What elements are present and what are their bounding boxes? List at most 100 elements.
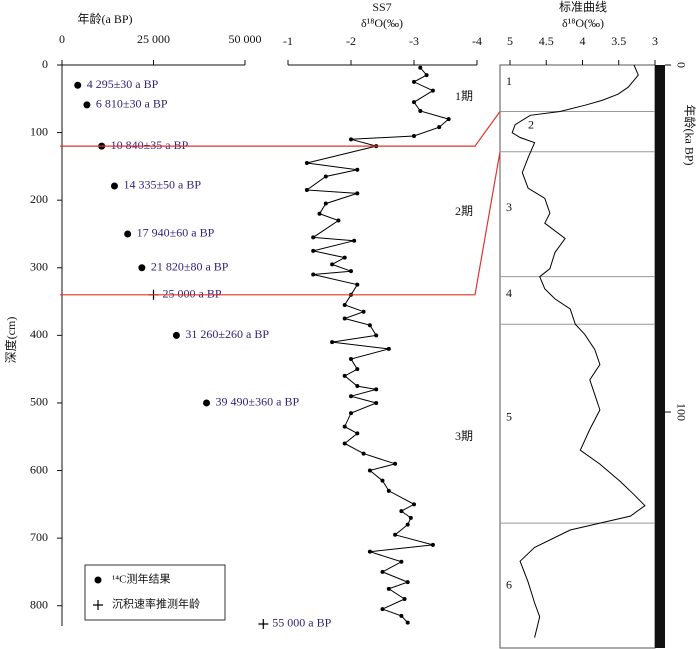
point-label: 39 490±360 a BP	[216, 395, 300, 409]
data-point	[412, 133, 416, 138]
y-tick-label: 600	[30, 462, 48, 476]
x-axis-title: δ¹⁸O(‰)	[562, 16, 604, 30]
data-point	[367, 468, 372, 473]
panel-title: SS7	[372, 0, 391, 14]
data-point	[342, 424, 347, 429]
x-tick-label: 5	[507, 34, 513, 48]
y-axis-title: 深度(cm)	[3, 317, 18, 364]
data-point	[361, 451, 366, 456]
data-point	[380, 478, 385, 483]
point-label: 6 810±30 a BP	[96, 97, 168, 111]
data-point	[367, 323, 372, 328]
point-label: 25 000 a BP	[163, 287, 222, 301]
data-point	[349, 269, 353, 274]
data-point	[349, 357, 353, 362]
point-label: 17 940±60 a BP	[137, 226, 215, 240]
data-point	[311, 235, 316, 240]
data-point	[172, 331, 180, 339]
y-tick-label: 700	[30, 530, 48, 544]
point-label: 4 295±30 a BP	[87, 77, 159, 91]
data-point	[393, 532, 398, 537]
data-point	[124, 230, 132, 238]
data-point	[405, 620, 410, 625]
y-tick-label: 500	[30, 395, 48, 409]
data-point	[342, 316, 347, 321]
data-point	[386, 586, 391, 591]
data-point	[424, 73, 429, 78]
stage-label: 3	[506, 200, 512, 214]
x-tick-label: 3	[652, 34, 658, 48]
data-point	[311, 248, 316, 253]
age-bar	[655, 65, 665, 648]
data-point	[361, 309, 366, 314]
data-point	[412, 79, 416, 84]
correlation-line	[60, 151, 501, 296]
data-point	[355, 282, 360, 287]
point-label: 10 840±35 a BP	[111, 138, 189, 152]
y-tick-label: 800	[30, 597, 48, 611]
data-point	[380, 569, 385, 574]
panel-title: 标准曲线	[559, 0, 607, 14]
data-point	[317, 211, 322, 216]
x-tick-label: 4.5	[539, 34, 554, 48]
stage-label: 6	[506, 577, 512, 591]
data-point	[412, 100, 416, 105]
data-point	[418, 65, 423, 70]
y-tick-label: 200	[30, 192, 48, 206]
point-label: 21 820±80 a BP	[151, 260, 229, 274]
data-point	[374, 400, 379, 405]
y2-tick-label: 100	[674, 403, 688, 421]
data-point	[355, 431, 360, 436]
y-tick-label: 0	[42, 57, 48, 71]
data-point	[110, 182, 118, 190]
x-tick-label: -4	[472, 34, 482, 48]
data-point	[386, 488, 391, 493]
data-point	[83, 101, 91, 109]
data-point	[399, 559, 404, 564]
period-label: 3期	[455, 429, 473, 443]
x-tick-label: 50 000	[229, 32, 262, 46]
profile-line	[305, 67, 450, 623]
data-point	[355, 167, 360, 172]
data-point	[330, 262, 335, 267]
data-point	[342, 302, 347, 307]
data-point	[380, 607, 385, 612]
data-point	[405, 522, 410, 527]
x-axis-title: 年龄(a BP)	[78, 12, 133, 26]
data-point	[430, 88, 435, 93]
period-label: 1期	[455, 89, 473, 103]
data-point	[258, 618, 269, 629]
profile-line	[511, 64, 646, 638]
data-point	[355, 191, 360, 196]
data-point	[402, 596, 407, 601]
x-tick-label: 25 000	[137, 32, 170, 46]
legend-marker	[94, 576, 102, 584]
data-point	[342, 373, 347, 378]
stage-label: 2	[528, 117, 534, 131]
data-point	[430, 542, 435, 547]
y-tick-label: 300	[30, 260, 48, 274]
data-point	[138, 264, 146, 272]
point-label: 55 000 a BP	[272, 616, 331, 630]
legend-label: 沉积速率推测年龄	[112, 597, 200, 611]
data-point	[330, 340, 335, 345]
data-point	[355, 367, 360, 372]
x-tick-label: -1	[283, 34, 293, 48]
data-point	[349, 411, 353, 416]
y-tick-label: 400	[30, 327, 48, 341]
data-point	[203, 399, 211, 407]
panel-frame	[499, 64, 656, 649]
data-point	[336, 218, 341, 223]
data-point	[374, 333, 379, 338]
data-point	[374, 387, 379, 392]
data-point	[304, 161, 309, 166]
data-point	[352, 238, 357, 243]
x-tick-label: -3	[409, 34, 419, 48]
data-point	[349, 394, 353, 399]
data-point	[399, 509, 404, 514]
x-tick-label: -2	[346, 34, 356, 48]
data-point	[323, 174, 328, 179]
point-label: 31 260±260 a BP	[185, 327, 269, 341]
data-point	[355, 384, 360, 389]
legend-label: ¹⁴C测年结果	[112, 572, 170, 586]
